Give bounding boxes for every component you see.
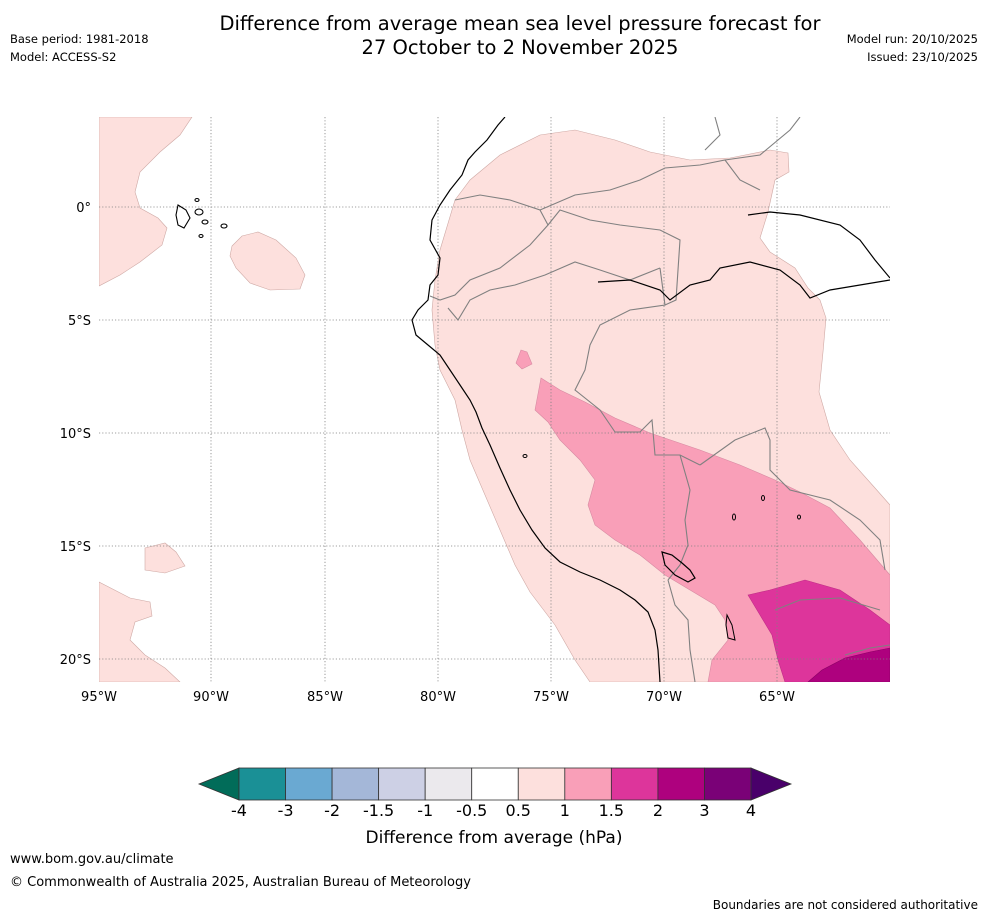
country-borders — [429, 117, 890, 682]
border-colombia-venezuela — [539, 159, 761, 211]
colorbar-cells — [238, 767, 752, 801]
border-ecuador-peru — [447, 261, 661, 321]
lon-label-90w: 90°W — [193, 690, 229, 705]
lat-label-10s: 10°S — [60, 427, 91, 442]
lake-1 — [732, 513, 736, 521]
lon-label-85w: 85°W — [307, 690, 343, 705]
island-floreana — [198, 233, 204, 239]
title-line-1: Difference from average mean sea level p… — [219, 12, 821, 35]
meta-left: Base period: 1981-2018 Model: ACCESS-S2 — [10, 30, 149, 66]
colorbar-tick-0: -4 — [231, 801, 247, 820]
title-line-2: 27 October to 2 November 2025 — [361, 36, 679, 59]
coastlines — [411, 117, 890, 682]
colorbar-cell-1 — [285, 767, 333, 801]
colorbar-tick-2: -2 — [324, 801, 340, 820]
lat-axis-labels: 0° 5°S 10°S 15°S 20°S — [60, 201, 91, 668]
anomaly-region-2-3 — [807, 647, 890, 682]
border-bolivia-brazil — [699, 427, 886, 571]
colorbar: -4 -3 -2 -1.5 -1 -0.5 0.5 1 1.5 2 3 4 Difference fr… — [197, 767, 793, 848]
colorbar-tick-11: 4 — [746, 801, 756, 820]
border-colombia-brazil — [547, 209, 681, 306]
lake-titicaca — [661, 551, 696, 583]
border-guyana-suriname — [704, 117, 721, 151]
lake-poopo — [725, 613, 736, 641]
lon-label-65w: 65°W — [759, 690, 795, 705]
footer-disclaimer: Boundaries are not considered authoritat… — [712, 898, 978, 912]
colorbar-tick-7: 1 — [560, 801, 570, 820]
colorbar-tick-4: -1 — [417, 801, 433, 820]
coastline-caribbean — [747, 211, 890, 279]
colorbar-cell-0 — [238, 767, 286, 801]
colorbar-title: Difference from average (hPa) — [366, 828, 623, 848]
lake-2 — [761, 495, 765, 501]
lon-label-95w: 95°W — [81, 690, 117, 705]
colorbar-cell-7 — [564, 767, 612, 801]
colorbar-tick-10: 3 — [699, 801, 709, 820]
footer-url: www.bom.gov.au/climate — [10, 852, 174, 867]
border-colombia-ecuador — [429, 194, 549, 301]
base-period: Base period: 1981-2018 — [10, 32, 149, 46]
border-paraguay-brazil — [844, 644, 890, 656]
small-lakes — [522, 454, 801, 641]
lat-label-0: 0° — [76, 201, 91, 216]
lat-label-20s: 20°S — [60, 653, 91, 668]
colorbar-tick-1: -3 — [278, 801, 294, 820]
anomaly-region-05-1-small — [144, 542, 186, 574]
lon-label-75w: 75°W — [533, 690, 569, 705]
island-genovesa — [194, 197, 200, 203]
colorbar-cell-5 — [471, 767, 519, 801]
model-run: Model run: 20/10/2025 — [846, 32, 978, 46]
coastline-amazon-river — [597, 261, 890, 301]
colorbar-tick-3: -1.5 — [363, 801, 394, 820]
colorbar-tick-9: 2 — [653, 801, 663, 820]
galapagos-islands — [175, 197, 228, 239]
anomaly-region-05-1-island-blob — [229, 231, 306, 291]
lon-axis-labels: 95°W 90°W 85°W 80°W 75°W 70°W 65°W — [81, 690, 795, 705]
colorbar-cell-6 — [517, 767, 566, 801]
colorbar-cell-10 — [704, 767, 752, 801]
lon-label-70w: 70°W — [646, 690, 682, 705]
colorbar-tick-labels: -4 -3 -2 -1.5 -1 -0.5 0.5 1 1.5 2 3 4 — [231, 801, 756, 820]
anomaly-region-05-1-north-west — [99, 117, 193, 287]
colorbar-cell-2 — [331, 767, 380, 801]
colorbar-cell-8 — [610, 767, 659, 801]
coastline-pacific — [411, 117, 661, 682]
anomaly-region-1-1.5-small — [515, 349, 533, 370]
colorbar-under-arrow — [197, 767, 240, 801]
colorbar-tick-6: 0.5 — [506, 801, 531, 820]
colorbar-tick-5: -0.5 — [456, 801, 487, 820]
lake-3 — [797, 514, 801, 520]
border-peru-brazil — [574, 267, 701, 466]
border-chile-bolivia-argentina — [667, 579, 696, 682]
lake-4 — [522, 454, 528, 458]
island-isabela — [175, 204, 191, 229]
gridlines — [99, 117, 890, 682]
border-peru-bolivia — [667, 454, 691, 581]
issued-date: Issued: 23/10/2025 — [867, 50, 978, 64]
model-name: Model: ACCESS-S2 — [10, 50, 117, 64]
colorbar-over-arrow — [750, 767, 793, 801]
lat-label-5s: 5°S — [68, 314, 91, 329]
colorbar-tick-8: 1.5 — [599, 801, 624, 820]
anomaly-region-05-1-south-west — [99, 581, 181, 682]
colorbar-cell-9 — [657, 767, 705, 801]
island-santa-cruz — [194, 208, 204, 216]
colorbar-cell-3 — [378, 767, 426, 801]
island-san-cristobal — [201, 219, 209, 225]
border-venezuela-guyana — [724, 117, 801, 161]
lat-label-15s: 15°S — [60, 540, 91, 555]
meta-right: Model run: 20/10/2025 Issued: 23/10/2025 — [847, 30, 978, 66]
island-espanola — [220, 223, 228, 229]
colorbar-cell-4 — [424, 767, 473, 801]
map-plot-area — [99, 117, 890, 682]
lon-label-80w: 80°W — [420, 690, 456, 705]
border-bolivia-paraguay — [774, 597, 881, 611]
chart-title: Difference from average mean sea level p… — [0, 12, 988, 60]
footer-copyright: © Commonwealth of Australia 2025, Austra… — [10, 875, 471, 890]
